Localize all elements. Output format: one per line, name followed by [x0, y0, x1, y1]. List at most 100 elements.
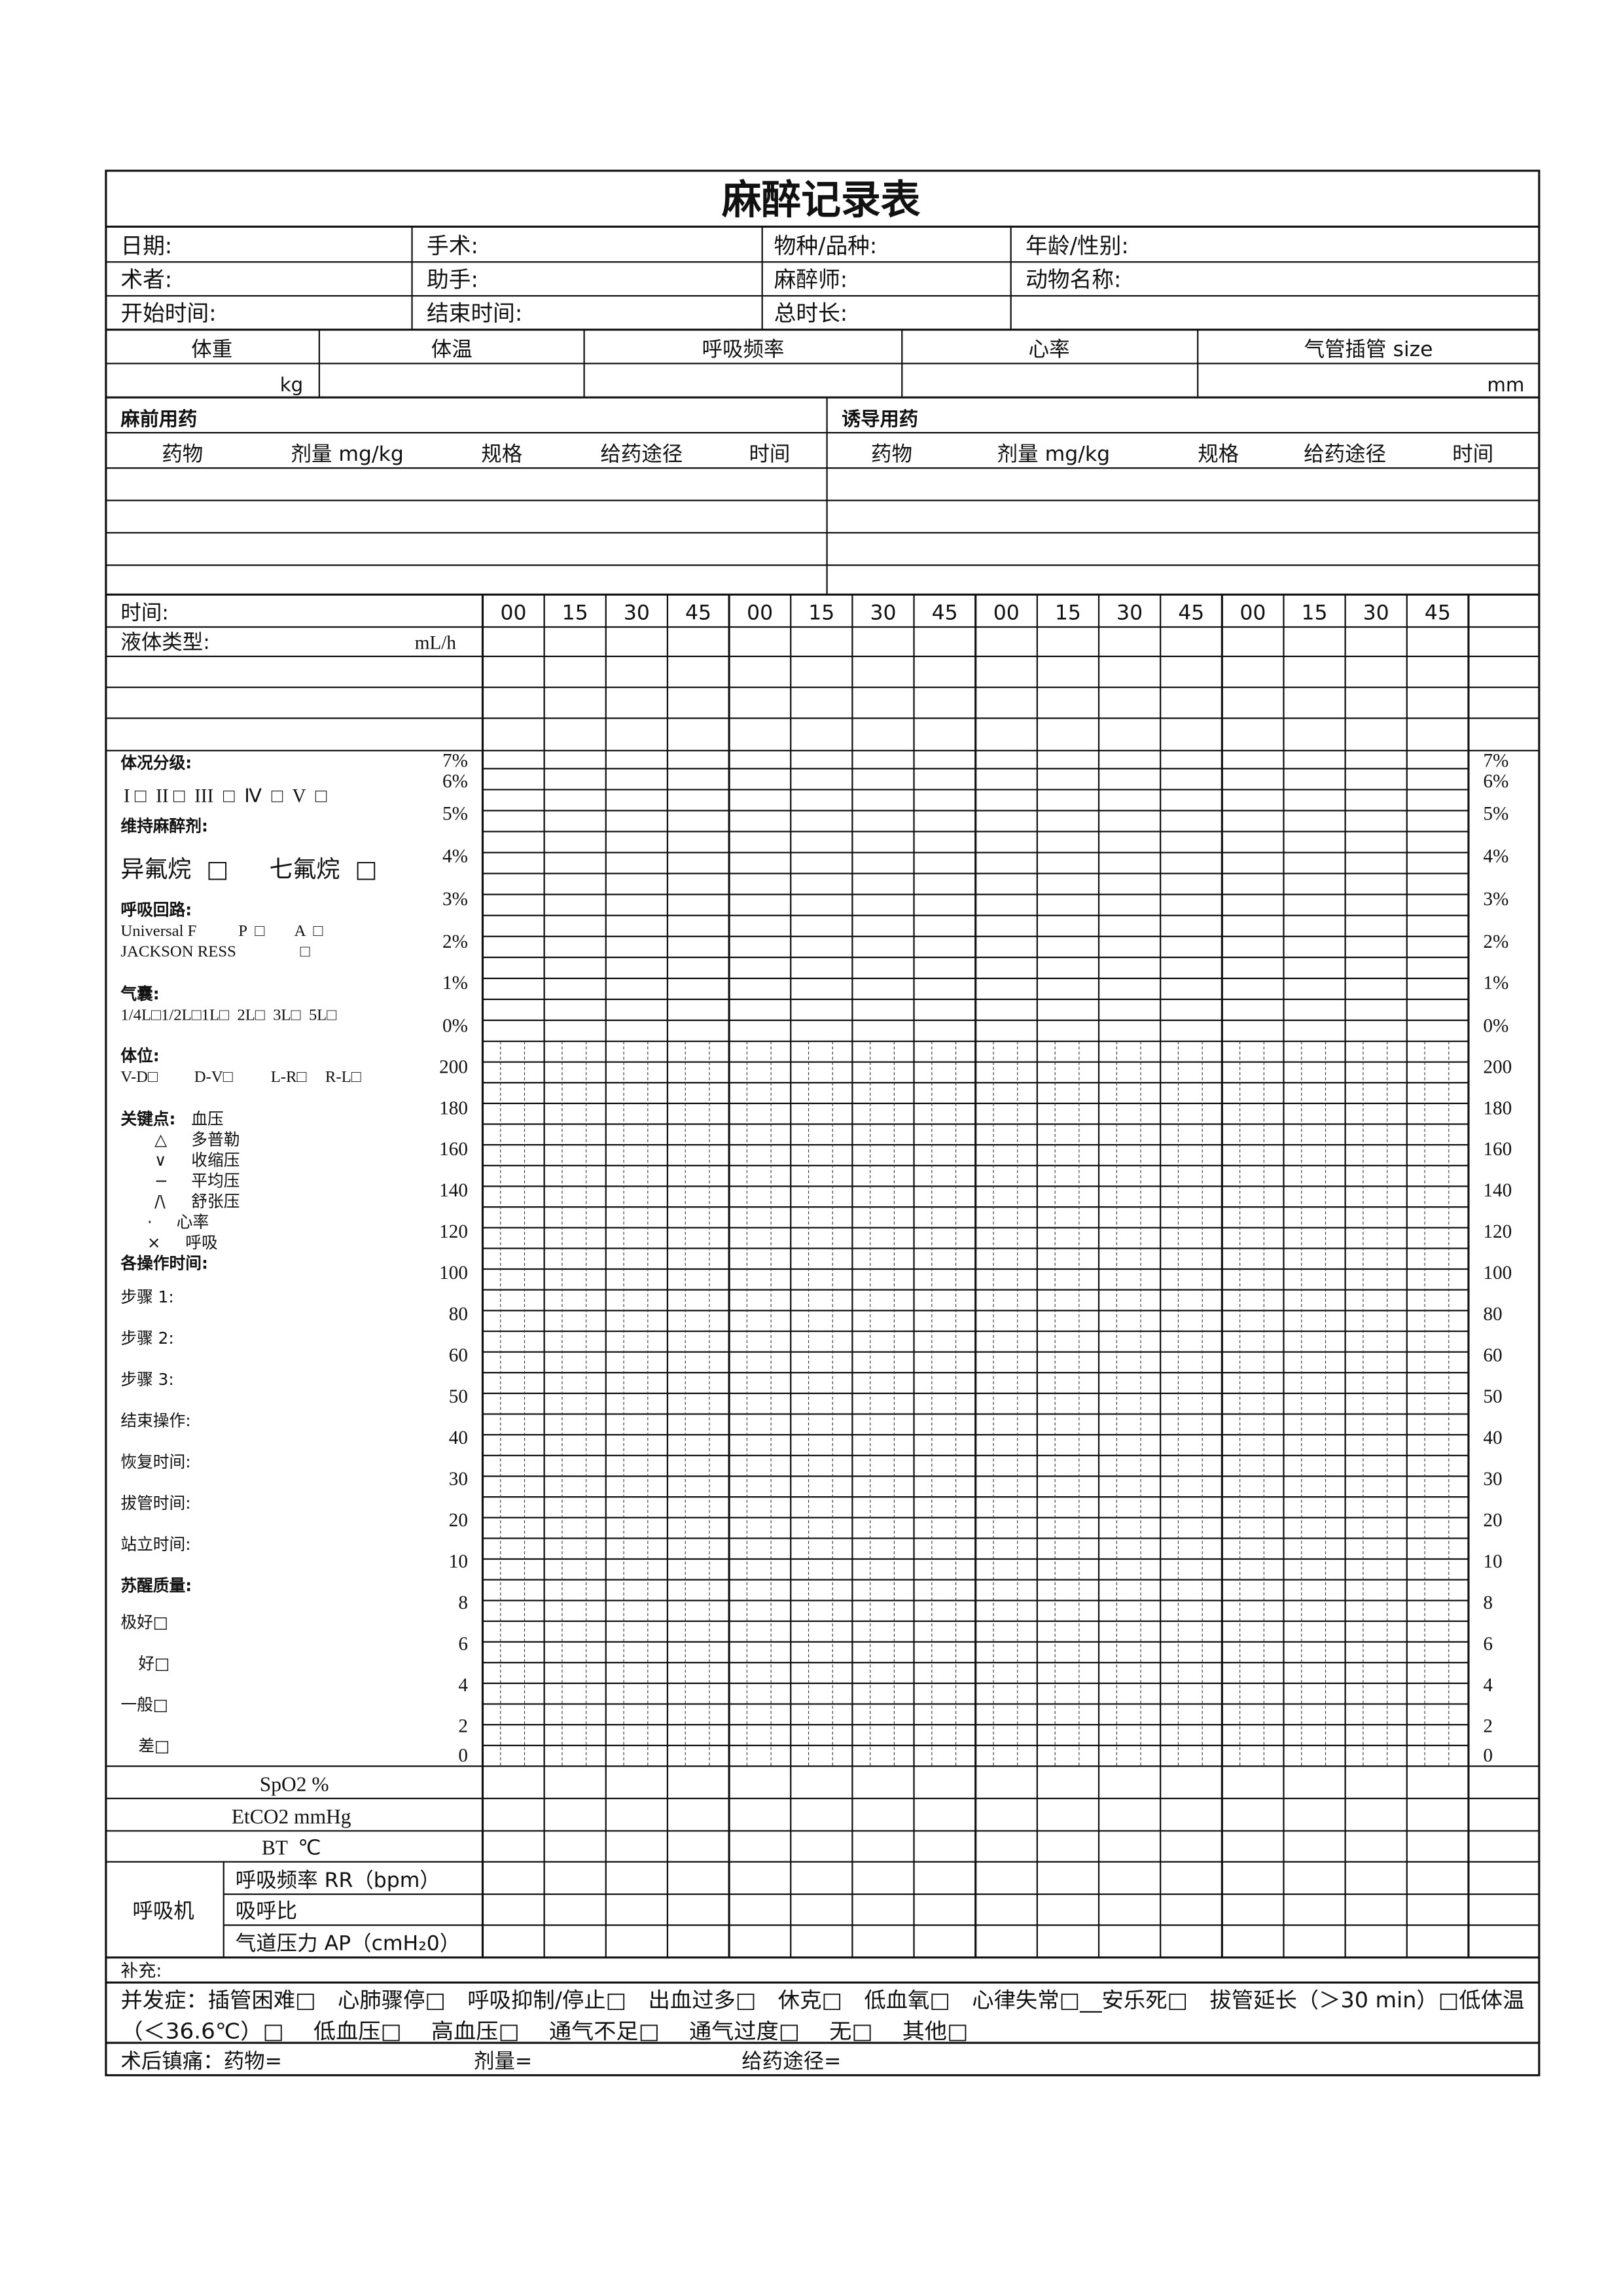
recovery-poor: 差□ — [138, 1736, 169, 1755]
value-axis-label-right: 180 — [1483, 1098, 1512, 1119]
sevoflurane-option: 七氟烷 □ — [269, 856, 377, 883]
complications-line-1: 并发症：插管困难□ 心肺骤停□ 呼吸抑制/停止□ 出血过多□ 休克□ 低血氧□ … — [120, 1988, 1524, 2013]
operation-time-label: 站立时间: — [120, 1535, 190, 1554]
vent-ap-label: 气道压力 AP（cmH₂0） — [236, 1932, 461, 1956]
value-axis-label-right: 30 — [1483, 1469, 1502, 1490]
circuit-universal: Universal F — [120, 922, 196, 940]
isoflurane-option: 异氟烷 □ — [120, 856, 228, 883]
tube-size-header: 气管插管 size — [1304, 338, 1433, 361]
value-axis-label-left: 30 — [449, 1469, 468, 1490]
etco2-label: EtCO2 mmHg — [232, 1805, 351, 1828]
legend-label: 舒张压 — [191, 1192, 240, 1211]
legend-symbol: · — [147, 1212, 152, 1231]
position-vd: V-D□ — [120, 1068, 158, 1086]
time-tick-label: 00 — [1240, 601, 1266, 625]
percent-axis-label-left: 6% — [442, 771, 468, 792]
circuit-p-option: P □ — [238, 922, 264, 940]
percent-axis-label-left: 0% — [442, 1015, 468, 1036]
resp-rate-header: 呼吸频率 — [702, 338, 785, 361]
bt-label: BT ℃ — [262, 1836, 321, 1859]
premed-column-header: 时间 — [749, 442, 790, 466]
age-sex-label: 年龄/性别: — [1026, 233, 1129, 259]
spo2-label: SpO2 % — [260, 1773, 329, 1796]
value-axis-label-left: 80 — [449, 1304, 468, 1325]
vent-rr-label: 呼吸频率 RR（bpm） — [236, 1869, 440, 1892]
heart-rate-header: 心率 — [1029, 338, 1070, 361]
value-axis-label-right: 0 — [1483, 1746, 1493, 1767]
bag-title: 气囊: — [120, 984, 159, 1003]
percent-axis-label-right: 3% — [1483, 889, 1508, 910]
value-axis-label-right: 10 — [1483, 1551, 1502, 1572]
value-axis-label-left: 60 — [449, 1345, 468, 1366]
time-tick-label: 30 — [1116, 601, 1143, 625]
value-axis-label-right: 6 — [1483, 1634, 1493, 1655]
value-axis-label-left: 50 — [449, 1386, 468, 1407]
supplement-label: 补充: — [120, 1961, 162, 1981]
ventilator-label: 呼吸机 — [132, 1899, 194, 1923]
time-tick-label: 15 — [562, 601, 588, 625]
legend-label: 心率 — [177, 1212, 209, 1231]
value-axis-label-left: 120 — [439, 1221, 468, 1242]
key-title: 关键点: — [120, 1109, 175, 1128]
left-panel: 体况分级: I □ II □ III □ Ⅳ □ V □ 维持麻醉剂: 异氟烷 … — [120, 753, 377, 1755]
value-axis-label-left: 100 — [439, 1263, 468, 1283]
value-axis-label-right: 60 — [1483, 1345, 1502, 1366]
premed-column-header: 规格 — [481, 442, 522, 466]
tube-unit: mm — [1487, 374, 1524, 396]
operation-time-label: 结束操作: — [120, 1411, 190, 1430]
monitor-rows: SpO2 % EtCO2 mmHg BT ℃ 呼吸机 呼吸频率 RR（bpm） … — [132, 1773, 460, 1956]
value-axis-label-left: 20 — [449, 1510, 468, 1531]
vent-ie-label: 吸呼比 — [236, 1899, 297, 1923]
value-axis-label-right: 100 — [1483, 1263, 1512, 1283]
page-title: 麻醉记录表 — [722, 177, 921, 223]
circuit-jackson-box: □ — [300, 943, 310, 961]
weight-header: 体重 — [191, 338, 232, 361]
percent-axis-label-right: 6% — [1483, 771, 1508, 792]
legend-label: 多普勒 — [191, 1130, 240, 1149]
time-tick-label: 00 — [747, 601, 773, 625]
surgeon-label: 术者: — [120, 266, 172, 292]
value-axis-label-left: 140 — [439, 1180, 468, 1201]
value-axis-label-right: 40 — [1483, 1427, 1502, 1448]
percent-axis-label-right: 0% — [1483, 1015, 1508, 1036]
percent-axis-label-left: 5% — [442, 804, 468, 825]
legend-symbol: × — [147, 1233, 161, 1252]
legend-symbol: − — [154, 1171, 168, 1190]
value-axis-label-left: 0 — [458, 1746, 468, 1767]
value-axis-label-left: 4 — [458, 1675, 468, 1696]
chart-scales: 7% 7%6% 6%5% 5%4% 4%3% 3%2% 2%1% 1%0% 0%200 20018… — [439, 751, 1512, 1767]
percent-axis-label-left: 4% — [442, 846, 468, 867]
position-rl: R-L□ — [325, 1068, 361, 1086]
percent-axis-label-left: 2% — [442, 931, 468, 952]
position-lr: L-R□ — [271, 1068, 307, 1086]
value-axis-label-left: 40 — [449, 1427, 468, 1448]
outer-border — [105, 170, 1541, 2077]
time-tick-label: 15 — [808, 601, 834, 625]
key-bp: 血压 — [191, 1109, 223, 1128]
value-axis-label-right: 140 — [1483, 1180, 1512, 1201]
operation-time-label: 拔管时间: — [120, 1494, 190, 1513]
recovery-good: 好□ — [138, 1654, 169, 1673]
premed-column-header: 给药途径 — [600, 442, 683, 466]
value-axis-label-left: 2 — [458, 1716, 468, 1737]
duration-label: 总时长: — [774, 300, 848, 326]
time-row: 时间: 液体类型: mL/h 00 15 30 45 00 15 30 45 00 15 30 45 0… — [120, 601, 1450, 655]
recovery-fair: 一般□ — [120, 1695, 168, 1714]
table-grid — [105, 170, 1541, 2077]
value-axis-label-left: 6 — [458, 1634, 468, 1655]
info-section: 日期: 手术: 物种/品种: 年龄/性别: 术者: 助手: 麻醉师: 动物名称:… — [120, 233, 1128, 326]
time-tick-label: 45 — [1425, 601, 1451, 625]
value-axis-label-left: 180 — [439, 1098, 468, 1119]
value-axis-label-right: 20 — [1483, 1510, 1502, 1531]
time-tick-label: 30 — [1363, 601, 1389, 625]
ops-title: 各操作时间: — [120, 1253, 207, 1272]
position-title: 体位: — [120, 1046, 159, 1065]
time-tick-label: 00 — [501, 601, 527, 625]
premed-title: 麻前用药 — [120, 408, 197, 430]
time-tick-label: 15 — [1302, 601, 1328, 625]
value-axis-label-right: 4 — [1483, 1675, 1493, 1696]
percent-axis-label-left: 1% — [442, 973, 468, 994]
start-time-label: 开始时间: — [120, 300, 216, 326]
time-tick-label: 45 — [1178, 601, 1204, 625]
operation-time-label: 恢复时间: — [120, 1452, 190, 1471]
